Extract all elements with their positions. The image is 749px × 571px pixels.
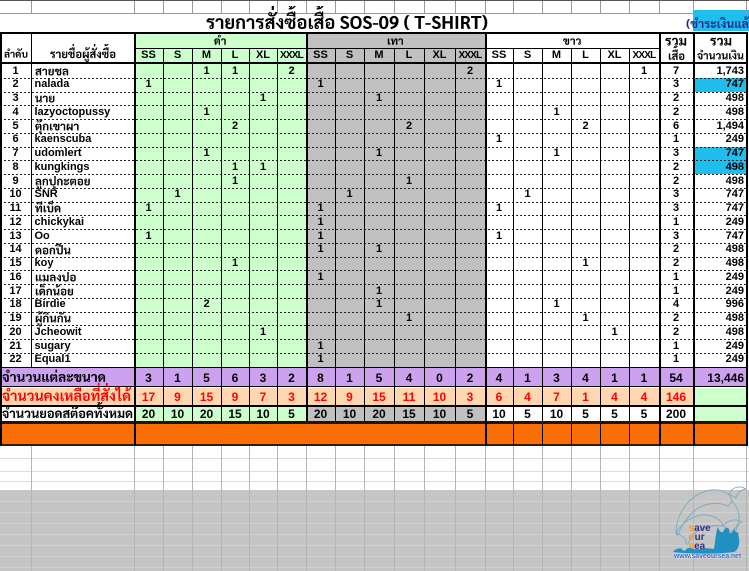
svg-text:save: save (689, 523, 712, 534)
svg-text:sea: sea (689, 541, 706, 552)
svg-text:www.saveoursea.net: www.saveoursea.net (673, 553, 742, 560)
svg-text:our: our (689, 532, 705, 543)
